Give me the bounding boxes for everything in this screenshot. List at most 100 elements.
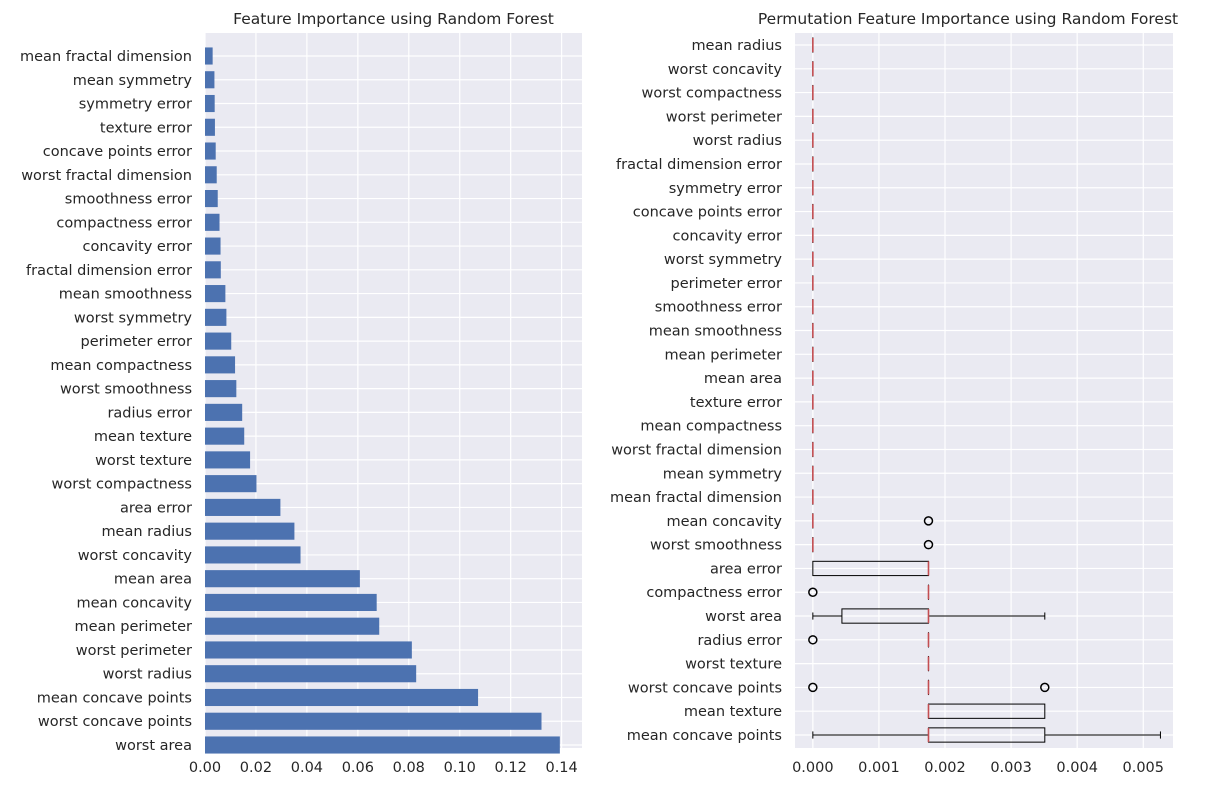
right-ytick-concavity-error: concavity error [673,228,783,244]
bar-worst-concave-points [205,713,541,730]
right-xtick-0: 0.000 [792,760,834,776]
left-chart-title: Feature Importance using Random Forest [233,10,554,28]
bar-worst-concavity [205,546,301,563]
bar-mean-fractal-dimension [205,47,213,64]
left-ytick-worst-compactness: worst compactness [52,477,192,493]
right-ytick-worst-radius: worst radius [693,133,782,149]
bar-concave-points-error [205,142,216,159]
left-ytick-worst-concavity: worst concavity [78,548,193,564]
left-ytick-texture-error: texture error [100,120,192,136]
left-ytick-worst-fractal-dimension: worst fractal dimension [21,168,192,184]
bar-worst-texture [205,451,250,468]
left-ytick-perimeter-error: perimeter error [81,334,192,350]
left-ytick-mean-concave-points: mean concave points [37,690,192,706]
right-ytick-worst-fractal-dimension: worst fractal dimension [611,442,782,458]
bar-smoothness-error [205,190,218,207]
left-ytick-worst-symmetry: worst symmetry [74,310,192,326]
right-ytick-mean-symmetry: mean symmetry [663,466,783,482]
right-ytick-worst-concavity: worst concavity [668,62,783,78]
right-ytick-mean-compactness: mean compactness [640,419,782,435]
right-ytick-worst-compactness: worst compactness [642,86,782,102]
right-xtick-3: 0.003 [990,760,1032,776]
bar-worst-area [205,736,560,753]
left-xtick-6: 0.12 [495,760,527,776]
left-xtick-3: 0.06 [342,760,374,776]
bar-mean-concave-points [205,689,478,706]
right-xtick-5: 0.005 [1123,760,1165,776]
left-ytick-mean-radius: mean radius [101,524,192,540]
left-ytick-compactness-error: compactness error [56,215,192,231]
right-xtick-4: 0.004 [1056,760,1098,776]
left-ytick-worst-perimeter: worst perimeter [76,643,192,659]
left-ytick-mean-perimeter: mean perimeter [75,619,192,635]
bar-worst-perimeter [205,641,412,658]
left-x-tick-labels: 0.00 0.02 0.04 0.06 0.08 0.10 0.12 0.14 [189,760,578,776]
right-ytick-symmetry-error: symmetry error [669,181,782,197]
right-ytick-fractal-dimension-error: fractal dimension error [616,157,782,173]
bar-radius-error [205,404,242,421]
right-xtick-1: 0.001 [858,760,900,776]
left-xtick-4: 0.08 [393,760,425,776]
left-xtick-2: 0.04 [291,760,323,776]
bar-symmetry-error [205,95,215,112]
left-xtick-7: 0.14 [545,760,577,776]
bar-area-error [205,499,280,516]
right-ytick-texture-error: texture error [690,395,782,411]
right-ytick-concave-points-error: concave points error [633,205,782,221]
left-ytick-worst-area: worst area [115,738,192,754]
bar-mean-smoothness [205,285,225,302]
right-ytick-area-error: area error [710,561,782,577]
left-ytick-symmetry-error: symmetry error [79,97,192,113]
left-ytick-mean-fractal-dimension: mean fractal dimension [20,49,192,65]
left-ytick-mean-texture: mean texture [94,429,192,445]
right-ytick-worst-perimeter: worst perimeter [666,109,782,125]
bar-worst-compactness [205,475,256,492]
right-chart-title: Permutation Feature Importance using Ran… [758,10,1178,28]
bar-perimeter-error [205,333,231,350]
right-ytick-mean-texture: mean texture [684,704,782,720]
right-xtick-2: 0.002 [924,760,966,776]
left-xtick-1: 0.02 [240,760,272,776]
right-x-tick-labels: 0.000 0.001 0.002 0.003 0.004 0.005 [792,760,1164,776]
left-ytick-radius-error: radius error [107,405,192,421]
left-plot-area [205,33,582,748]
left-ytick-mean-area: mean area [114,572,192,588]
right-ytick-mean-radius: mean radius [691,38,782,54]
right-ytick-smoothness-error: smoothness error [655,300,782,316]
permutation-importance-chart: mean radius worst concavity worst compactn… [610,10,1178,776]
bar-compactness-error [205,214,220,231]
right-ytick-perimeter-error: perimeter error [671,276,782,292]
bar-mean-texture [205,428,244,445]
left-ytick-fractal-dimension-error: fractal dimension error [26,263,192,279]
left-ytick-area-error: area error [120,500,192,516]
bar-worst-fractal-dimension [205,166,217,183]
left-ytick-mean-smoothness: mean smoothness [59,287,192,303]
bar-mean-concavity [205,594,377,611]
right-ytick-worst-concave-points: worst concave points [628,680,782,696]
left-xtick-5: 0.10 [444,760,476,776]
left-ytick-worst-smoothness: worst smoothness [60,382,192,398]
bar-worst-symmetry [205,309,226,326]
bar-texture-error [205,119,215,136]
left-ytick-mean-compactness: mean compactness [50,358,192,374]
bar-worst-radius [205,665,416,682]
left-ytick-concavity-error: concavity error [83,239,193,255]
bar-mean-compactness [205,356,235,373]
bar-mean-symmetry [205,71,214,88]
left-ytick-worst-radius: worst radius [103,667,192,683]
left-xtick-0: 0.00 [189,760,221,776]
left-ytick-worst-texture: worst texture [95,453,192,469]
right-ytick-worst-texture: worst texture [685,657,782,673]
left-ytick-smoothness-error: smoothness error [65,192,192,208]
right-ytick-worst-symmetry: worst symmetry [664,252,782,268]
right-ytick-compactness-error: compactness error [646,585,782,601]
left-ytick-worst-concave-points: worst concave points [38,714,192,730]
right-ytick-mean-perimeter: mean perimeter [665,347,782,363]
right-ytick-mean-fractal-dimension: mean fractal dimension [610,490,782,506]
bar-mean-area [205,570,360,587]
bar-concavity-error [205,238,221,255]
